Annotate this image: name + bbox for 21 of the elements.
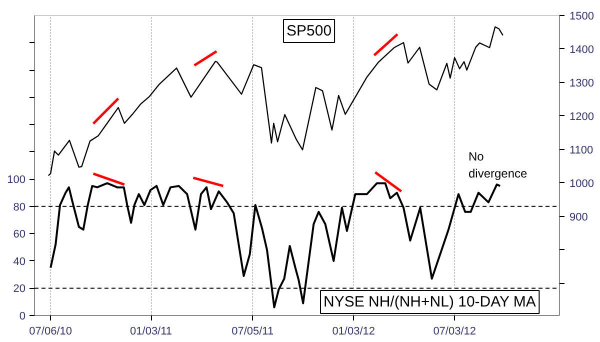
y-tick-label: 100 [7,174,26,186]
x-tick-label: 01/03/11 [130,326,172,338]
text: SP500 [286,22,332,40]
x-tick-label: 01/03/12 [332,326,376,338]
y2-tick-label: 900 [570,211,588,224]
y-tick-label: 80 [13,201,26,214]
y2-tick-label: 1400 [570,44,594,56]
y-tick-label: 0 [19,310,26,322]
y2-tick-label: 1500 [570,10,594,22]
x-tick-label: 07/03/12 [433,326,476,338]
y2-tick-label: 1300 [570,77,594,90]
y2-tick-label: 1200 [570,110,594,123]
y-tick-label: 60 [13,228,26,241]
y2-tick-label: 1000 [570,178,594,190]
annotation: No divergence [468,150,528,180]
series-label: NYSE NH/(NH+NL) 10-DAY MA [324,294,536,310]
y-tick-label: 20 [13,283,26,296]
y-tick-label: 40 [13,256,26,268]
y2-tick-label: 1100 [570,144,594,156]
x-tick-label: 07/05/11 [232,326,274,338]
x-tick-label: 07/06/10 [29,326,72,338]
